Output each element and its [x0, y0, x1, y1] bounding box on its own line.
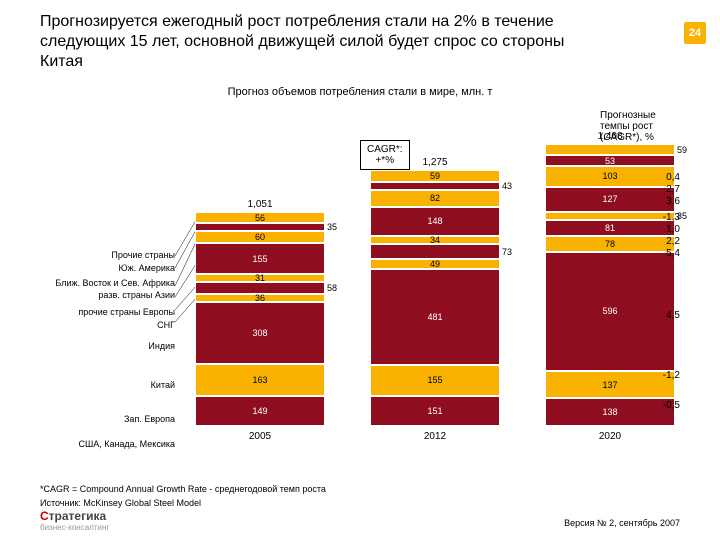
footnote: *CAGR = Compound Annual Growth Rate - ср… [40, 484, 326, 494]
logo-rest: тратегика [49, 509, 107, 523]
cagr-value: 3,6 [666, 196, 680, 207]
segment: 31 [195, 274, 325, 282]
segment: 56 [195, 212, 325, 223]
year-label: 2020 [545, 431, 675, 442]
segment-out-label: 35 [324, 222, 337, 232]
segment: 127 [545, 187, 675, 212]
year-label: 2005 [195, 431, 325, 442]
cagr-value: 1,0 [666, 224, 680, 235]
cat-nam: США, Канада, Мексика [40, 439, 175, 450]
page-number: 24 [684, 22, 706, 44]
segment-out-label: 73 [499, 247, 512, 257]
logo-tag: бизнес-консалтинг [40, 523, 109, 532]
segment: 596 [545, 252, 675, 371]
segment: 35 [545, 212, 675, 220]
cagr-value: 4,5 [666, 310, 680, 321]
cagr-value: -0,5 [663, 400, 680, 411]
segment: 82 [370, 190, 500, 206]
bar-2020: 5953103127358178596137138 [545, 144, 675, 426]
segment: 137 [545, 371, 675, 398]
segment: 148 [370, 207, 500, 237]
segment: 34 [370, 236, 500, 244]
segment: 43 [370, 182, 500, 191]
bar-total: 1,051 [195, 199, 325, 210]
segment: 53 [545, 155, 675, 166]
segment: 78 [545, 236, 675, 252]
segment: 73 [370, 244, 500, 259]
cat-china: Китай [40, 380, 175, 391]
cat-weur: Зап. Европа [40, 414, 175, 425]
cat-india: Индия [40, 341, 175, 352]
segment: 60 [195, 231, 325, 243]
version-label: Версия № 2, сентябрь 2007 [564, 518, 680, 528]
bar-2005: 563560155315836308163149 [195, 212, 325, 426]
year-label: 2012 [370, 431, 500, 442]
segment: 163 [195, 364, 325, 397]
segment: 155 [195, 243, 325, 274]
segment-out-label: 58 [324, 283, 337, 293]
segment: 149 [195, 396, 325, 426]
segment: 481 [370, 269, 500, 365]
segment: 155 [370, 365, 500, 396]
cagr-value: 0,4 [666, 172, 680, 183]
cagr-value: -1,2 [663, 370, 680, 381]
cagr-value: -1,3 [663, 212, 680, 223]
source: Источник: McKinsey Global Steel Model [40, 498, 201, 508]
segment: 151 [370, 396, 500, 426]
segment: 59 [545, 144, 675, 156]
bar-2012: 594382148347349481155151 [370, 170, 500, 426]
segment: 138 [545, 398, 675, 426]
logo: Стратегика бизнес-консалтинг [40, 509, 109, 532]
cagr-value: 5,4 [666, 248, 680, 259]
cagr-value: 2,7 [666, 184, 680, 195]
segment: 81 [545, 220, 675, 236]
bar-total: 1,275 [370, 157, 500, 168]
slide-title: Прогнозируется ежегодный рост потреблени… [40, 12, 600, 72]
segment: 36 [195, 294, 325, 302]
segment: 103 [545, 166, 675, 187]
logo-s: С [40, 509, 49, 523]
chart-subtitle: Прогноз объемов потребления стали в мире… [40, 86, 680, 98]
segment: 35 [195, 223, 325, 231]
bar-total: 1,408 [545, 131, 675, 142]
segment: 59 [370, 170, 500, 182]
segment-out-label: 59 [674, 145, 687, 155]
chart-area: Прочие страны Юж. Америка Ближ. Восток и… [40, 130, 680, 470]
segment-out-label: 43 [499, 181, 512, 191]
segment: 49 [370, 259, 500, 269]
segment: 308 [195, 302, 325, 364]
cagr-value: 2,2 [666, 236, 680, 247]
